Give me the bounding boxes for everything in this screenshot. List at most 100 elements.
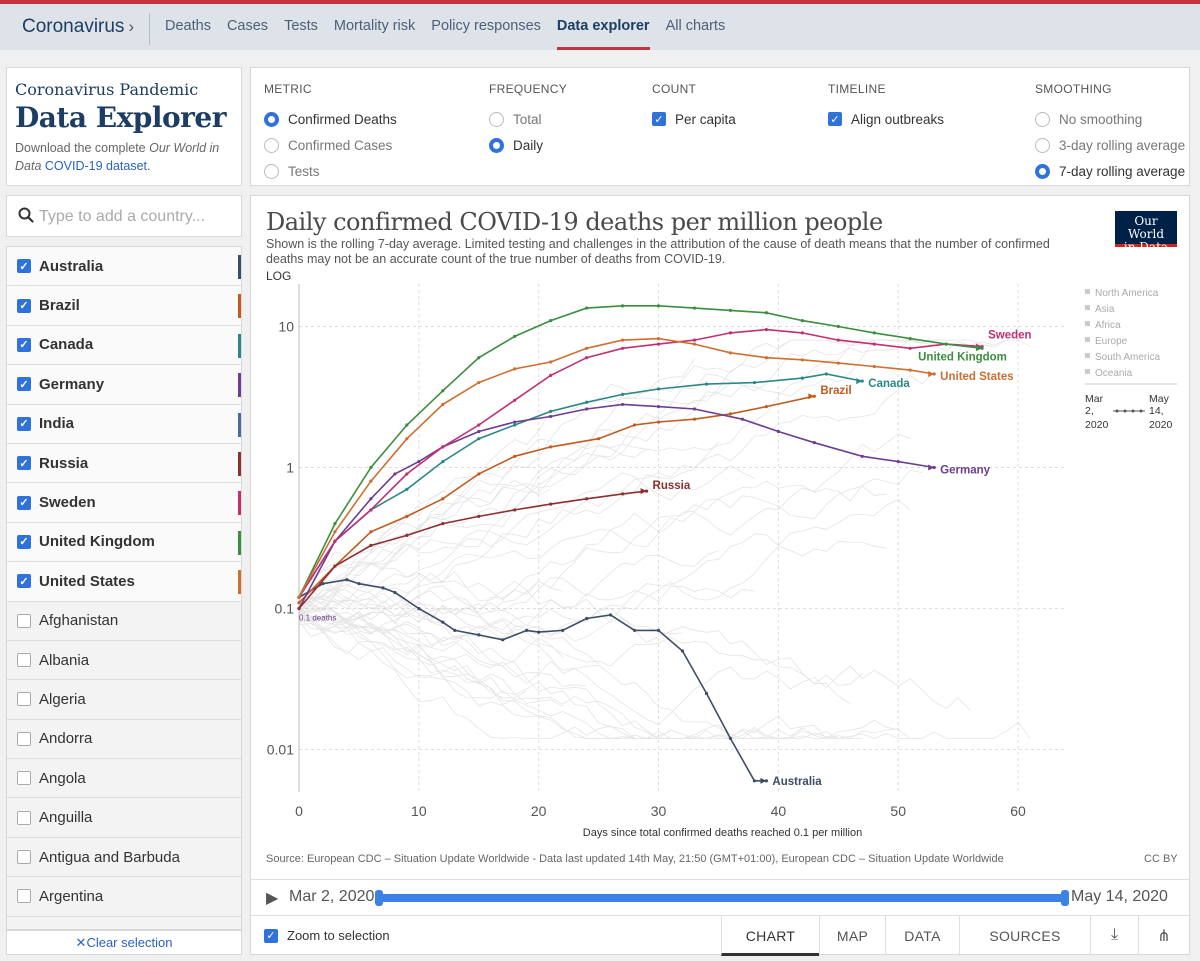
y-tick-label: 0.1 bbox=[275, 601, 295, 617]
background-country-line bbox=[298, 550, 719, 622]
play-icon[interactable]: ▶ bbox=[266, 890, 279, 907]
country-item[interactable]: ✓ Australia bbox=[7, 247, 241, 287]
checkbox-icon[interactable] bbox=[17, 613, 31, 628]
radio-icon bbox=[1035, 137, 1050, 153]
checkbox-checked-icon[interactable]: ✓ bbox=[17, 495, 31, 510]
background-country-line bbox=[298, 599, 479, 649]
frequency-option-daily[interactable]: Daily bbox=[489, 132, 567, 158]
series-point bbox=[632, 628, 637, 632]
search-icon bbox=[18, 207, 34, 223]
timeline-start-handle[interactable] bbox=[375, 890, 383, 906]
series-point bbox=[608, 613, 613, 617]
series-line bbox=[298, 305, 983, 598]
country-item[interactable]: Anguilla bbox=[7, 798, 241, 838]
nav-data-explorer[interactable]: Data explorer bbox=[556, 4, 650, 50]
y-tick-label: 10 bbox=[278, 318, 294, 334]
legend-region-label: Oceania bbox=[1095, 368, 1133, 379]
series-point bbox=[872, 331, 876, 335]
count-label: COUNT bbox=[652, 82, 697, 96]
country-item[interactable]: ✓ United States bbox=[7, 562, 241, 602]
log-scale-toggle[interactable]: LOG bbox=[266, 269, 292, 283]
timeline-end-handle[interactable] bbox=[1061, 890, 1069, 906]
checkbox-icon[interactable] bbox=[17, 928, 31, 929]
share-icon[interactable]: ⋔ bbox=[1138, 916, 1189, 956]
series-point bbox=[692, 338, 697, 342]
align-outbreaks-checkbox[interactable]: ✓ Align outbreaks bbox=[828, 106, 944, 132]
nav-mortality-risk[interactable]: Mortality risk bbox=[333, 18, 416, 34]
start-annotation: 0.1 deaths bbox=[299, 614, 336, 623]
checkbox-checked-icon[interactable]: ✓ bbox=[17, 574, 31, 589]
metric-option-cases[interactable]: Confirmed Cases bbox=[264, 132, 397, 158]
metric-option-deaths[interactable]: Confirmed Deaths bbox=[264, 106, 397, 132]
checkbox-icon[interactable] bbox=[17, 653, 31, 668]
country-item[interactable]: ✓ Brazil bbox=[7, 286, 241, 326]
license-link[interactable]: CC BY bbox=[1144, 853, 1178, 865]
clear-selection-button[interactable]: ✕Clear selection bbox=[6, 930, 242, 955]
country-item[interactable]: Antigua and Barbuda bbox=[7, 838, 241, 878]
chart-footer-bar: ✓ Zoom to selection CHART MAP DATA SOURCE… bbox=[251, 915, 1189, 956]
checkbox-icon[interactable] bbox=[17, 850, 31, 865]
owid-logo[interactable]: Our World in Data bbox=[1115, 211, 1177, 254]
metric-option-tests[interactable]: Tests bbox=[264, 158, 397, 184]
checkbox-checked-icon[interactable]: ✓ bbox=[17, 416, 31, 431]
country-item[interactable]: Algeria bbox=[7, 680, 241, 720]
nav-tests[interactable]: Tests bbox=[284, 18, 318, 34]
legend-region-label: North America bbox=[1095, 288, 1159, 299]
brand-link[interactable]: Coronavirus › bbox=[22, 16, 135, 37]
checkbox-checked-icon[interactable]: ✓ bbox=[17, 298, 31, 313]
checkbox-checked-icon[interactable]: ✓ bbox=[17, 377, 31, 392]
country-color-swatch bbox=[238, 451, 241, 476]
country-item[interactable]: Albania bbox=[7, 641, 241, 681]
legend-swatch bbox=[1085, 369, 1090, 374]
series-point bbox=[333, 564, 337, 568]
checkbox-icon[interactable] bbox=[17, 810, 31, 825]
zoom-to-selection-checkbox[interactable]: ✓ Zoom to selection bbox=[264, 928, 390, 943]
smoothing-option-7day[interactable]: 7-day rolling average bbox=[1035, 158, 1185, 184]
search-input[interactable] bbox=[39, 205, 234, 229]
smoothing-option-3day[interactable]: 3-day rolling average bbox=[1035, 132, 1185, 158]
series-label: Germany bbox=[940, 464, 990, 476]
country-item[interactable]: Andorra bbox=[7, 720, 241, 760]
country-item[interactable]: ✓ Russia bbox=[7, 443, 241, 484]
checkbox-checked-icon[interactable]: ✓ bbox=[17, 337, 31, 352]
frequency-option-total[interactable]: Total bbox=[489, 106, 567, 132]
dataset-link[interactable]: COVID-19 dataset. bbox=[44, 159, 151, 173]
tab-sources[interactable]: SOURCES bbox=[959, 916, 1090, 956]
country-color-swatch bbox=[238, 570, 241, 595]
nav-cases[interactable]: Cases bbox=[226, 18, 269, 34]
background-country-line bbox=[298, 438, 647, 595]
checkbox-checked-icon[interactable]: ✓ bbox=[17, 259, 31, 274]
series-point bbox=[932, 372, 936, 376]
download-icon[interactable]: ⤓ bbox=[1090, 916, 1138, 956]
checkbox-icon[interactable] bbox=[17, 889, 31, 904]
checkbox-checked-icon[interactable]: ✓ bbox=[17, 534, 31, 549]
nav-policy-responses[interactable]: Policy responses bbox=[431, 18, 541, 34]
checkmark-icon: ✓ bbox=[828, 112, 842, 126]
timeline-track[interactable] bbox=[375, 890, 1069, 906]
checkbox-icon[interactable] bbox=[17, 731, 31, 746]
tab-chart[interactable]: CHART bbox=[721, 916, 819, 956]
country-item[interactable]: Angola bbox=[7, 759, 241, 799]
country-item[interactable]: Argentina bbox=[7, 877, 241, 917]
nav-all-charts[interactable]: All charts bbox=[665, 18, 726, 34]
tab-data[interactable]: DATA bbox=[885, 916, 959, 956]
tab-map[interactable]: MAP bbox=[819, 916, 885, 956]
series-point bbox=[836, 324, 840, 329]
country-item[interactable]: ✓ Germany bbox=[7, 365, 241, 405]
checkbox-icon[interactable] bbox=[17, 692, 31, 707]
metric-label: METRIC bbox=[264, 82, 312, 96]
smoothing-option-none[interactable]: No smoothing bbox=[1035, 106, 1185, 132]
country-item[interactable]: Afghanistan bbox=[7, 602, 241, 641]
checkbox-checked-icon[interactable]: ✓ bbox=[17, 456, 31, 471]
country-item[interactable]: ✓ India bbox=[7, 404, 241, 444]
country-item[interactable]: Armenia bbox=[7, 917, 241, 929]
country-item[interactable]: ✓ Sweden bbox=[7, 483, 241, 523]
checkbox-icon[interactable] bbox=[17, 771, 31, 786]
per-capita-checkbox[interactable]: ✓ Per capita bbox=[652, 106, 736, 132]
series-point bbox=[860, 454, 864, 458]
nav-deaths[interactable]: Deaths bbox=[165, 18, 211, 34]
country-item[interactable]: ✓ United Kingdom bbox=[7, 522, 241, 563]
series-point bbox=[513, 420, 517, 424]
chart-canvas: 0.01 0.1 1 10 0 10 20 30 40 50 60 Days since total … bbox=[267, 284, 1177, 839]
country-item[interactable]: ✓ Canada bbox=[7, 325, 241, 366]
